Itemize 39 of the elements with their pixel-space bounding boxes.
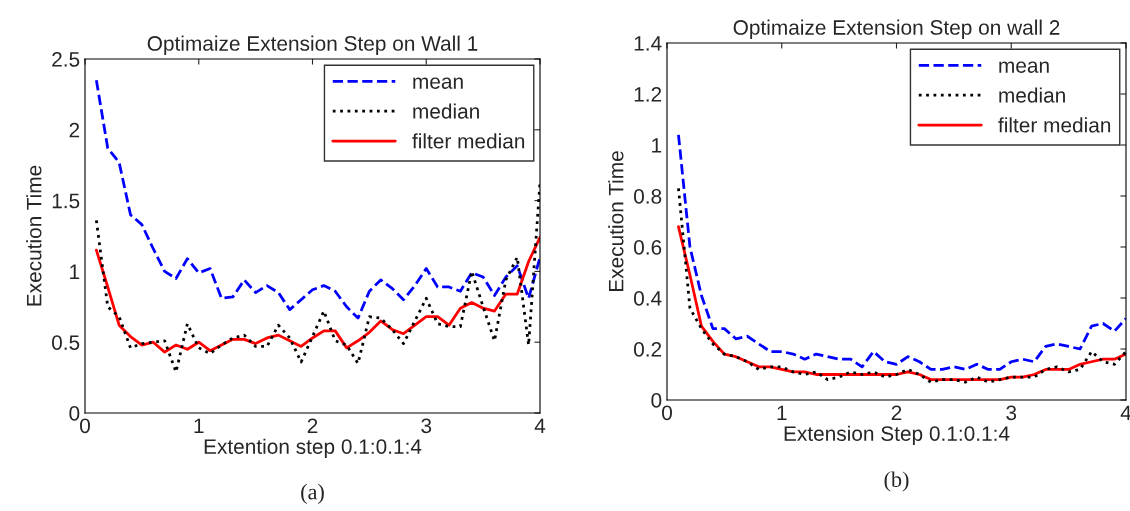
x-tick-label: 0 bbox=[662, 405, 672, 421]
y-tick-label: 2 bbox=[69, 122, 80, 138]
y-tick-label: 0.2 bbox=[633, 342, 662, 357]
x-tick-label: 1 bbox=[777, 405, 787, 420]
legend-label: mean bbox=[999, 61, 1049, 73]
x-tick-label: 2 bbox=[891, 405, 902, 420]
legend-label: median bbox=[413, 103, 479, 119]
line-series bbox=[94, 78, 540, 320]
text: (b) bbox=[884, 471, 909, 492]
y-tick-label: 0.5 bbox=[51, 335, 80, 350]
chart-title: Optimaize Extension Step on wall 2 bbox=[733, 19, 1060, 39]
y-tick-label: 2.5 bbox=[52, 52, 80, 67]
legend-label: median bbox=[999, 87, 1065, 103]
y-tick-label: 1.2 bbox=[634, 87, 662, 102]
x-tick-label: 4 bbox=[534, 418, 546, 433]
line-series bbox=[94, 236, 540, 354]
y-tick-label: 0 bbox=[651, 393, 662, 408]
x-axis-title: Extention step 0.1:0.1:4 bbox=[204, 438, 422, 459]
x-tick-label: 0 bbox=[80, 418, 90, 434]
x-tick-label: 2 bbox=[307, 418, 318, 433]
y-tick-label: 0.4 bbox=[633, 291, 662, 306]
y-tick-label: 0.8 bbox=[633, 189, 662, 204]
x-tick-label: 3 bbox=[421, 418, 432, 434]
chart-title: Optimaize Extension Step on Wall 1 bbox=[147, 35, 478, 55]
x-axis-title: Extension Step 0.1:0.1:4 bbox=[784, 425, 1010, 446]
y-tick-label: 1 bbox=[70, 264, 80, 279]
legend-label: filter median bbox=[412, 133, 525, 149]
text: (a) bbox=[301, 483, 324, 504]
y-axis-title: Execution Time bbox=[26, 165, 42, 306]
x-tick-label: 1 bbox=[194, 418, 204, 433]
legend-label: mean bbox=[413, 77, 463, 89]
y-axis-title: Execution Time bbox=[608, 151, 624, 291]
y-tick-label: 1.4 bbox=[634, 36, 662, 51]
legend-label: filter median bbox=[998, 117, 1111, 133]
y-tick-label: 1.5 bbox=[52, 193, 80, 209]
line-series bbox=[677, 133, 1126, 371]
y-tick-label: 0.6 bbox=[633, 240, 662, 255]
x-tick-label: 3 bbox=[1006, 405, 1017, 421]
y-tick-label: 1 bbox=[652, 138, 662, 153]
